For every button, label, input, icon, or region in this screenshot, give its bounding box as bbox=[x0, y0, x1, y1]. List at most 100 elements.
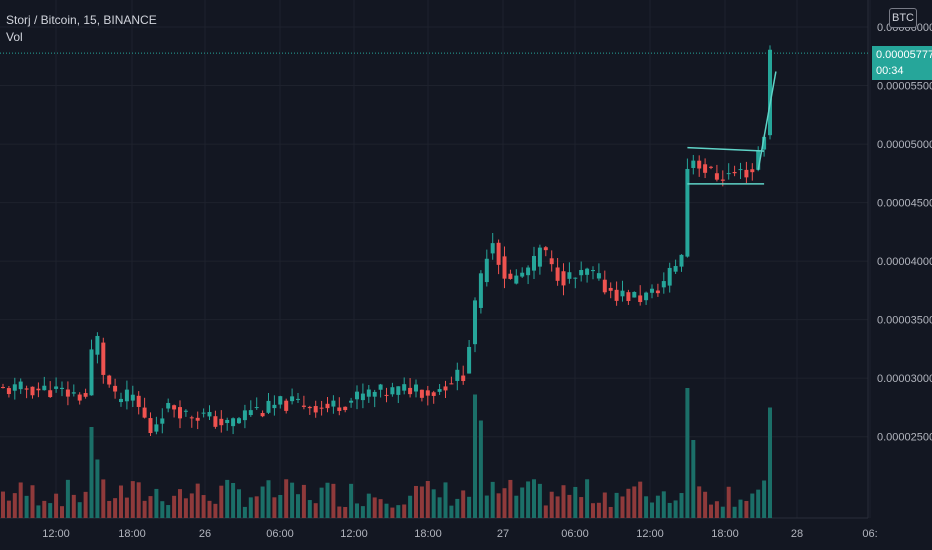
candle-body bbox=[384, 394, 389, 396]
volume-bar bbox=[343, 506, 348, 518]
candle-body bbox=[679, 254, 684, 267]
volume-bar bbox=[484, 495, 489, 518]
candle-body bbox=[756, 150, 761, 170]
volume-bar bbox=[620, 496, 625, 518]
volume-bar bbox=[130, 481, 135, 518]
candle-body bbox=[201, 412, 206, 414]
volume-bar bbox=[467, 496, 472, 518]
candle-body bbox=[189, 417, 194, 419]
volume-bar bbox=[107, 500, 112, 518]
candle-body bbox=[443, 386, 448, 391]
candle-body bbox=[290, 396, 295, 402]
volume-bar bbox=[225, 479, 230, 518]
candle-body bbox=[567, 272, 572, 279]
candle-body bbox=[396, 386, 401, 395]
candle-body bbox=[431, 392, 436, 396]
volume-bar bbox=[673, 500, 678, 518]
candle-body bbox=[113, 385, 118, 392]
candle-body bbox=[455, 369, 460, 381]
x-tick-label: 18:00 bbox=[414, 528, 442, 540]
candle-body bbox=[591, 270, 595, 272]
volume-bar bbox=[260, 486, 265, 518]
volume-bar bbox=[30, 485, 35, 518]
volume-bar bbox=[231, 482, 236, 518]
candle-body bbox=[12, 384, 17, 391]
candle-body bbox=[284, 400, 289, 411]
volume-bar bbox=[113, 498, 118, 518]
candle-body bbox=[266, 400, 271, 413]
volume-bar bbox=[378, 499, 383, 518]
candle-body bbox=[278, 396, 283, 405]
volume-bar bbox=[65, 479, 70, 518]
candle-body bbox=[77, 394, 82, 401]
y-tick-label: 0.00004500 bbox=[877, 198, 932, 210]
x-tick-label: 12:00 bbox=[636, 528, 664, 540]
candle-body bbox=[555, 267, 560, 281]
candle-body bbox=[502, 256, 507, 279]
candle-body bbox=[237, 418, 241, 424]
volume-bar bbox=[455, 498, 460, 518]
symbol-title[interactable]: Storj / Bitcoin, 15, BINANCE bbox=[6, 13, 157, 27]
candle-body bbox=[632, 291, 637, 298]
candle-body bbox=[154, 424, 159, 432]
volume-bar bbox=[508, 479, 513, 518]
candle-body bbox=[343, 406, 348, 411]
candle-body bbox=[638, 295, 643, 303]
volume-bar bbox=[750, 493, 755, 518]
volume-bar bbox=[331, 483, 336, 518]
volume-bar bbox=[655, 495, 660, 518]
volume-bar bbox=[473, 394, 477, 518]
candle-body bbox=[231, 418, 236, 427]
candle-body bbox=[620, 290, 625, 297]
candle-body bbox=[242, 410, 247, 421]
candle-body bbox=[644, 292, 649, 301]
volume-bar bbox=[160, 501, 165, 518]
volume-bar bbox=[18, 482, 23, 518]
candle-body bbox=[561, 271, 566, 286]
candle-body bbox=[107, 375, 112, 385]
candle-body bbox=[60, 387, 64, 390]
volume-bar bbox=[325, 482, 330, 518]
candle-body bbox=[614, 289, 619, 301]
volume-bar bbox=[714, 501, 719, 518]
volume-bar bbox=[278, 494, 283, 518]
volume-bar bbox=[390, 507, 395, 518]
y-tick-label: 0.00003500 bbox=[877, 315, 932, 327]
volume-bar bbox=[608, 506, 613, 518]
volume-bar bbox=[461, 490, 466, 518]
candle-body bbox=[213, 416, 218, 427]
volume-bar bbox=[419, 486, 424, 518]
candle-body bbox=[750, 169, 755, 173]
volume-bar bbox=[579, 497, 584, 518]
volume-bar bbox=[24, 495, 29, 518]
candle-body bbox=[301, 405, 306, 407]
candle-body bbox=[207, 412, 212, 417]
trendline-drawing[interactable] bbox=[757, 71, 777, 170]
candle-body bbox=[537, 247, 542, 267]
volume-bar bbox=[756, 489, 761, 518]
volume-bar bbox=[54, 493, 59, 518]
currency-badge[interactable]: BTC bbox=[889, 8, 917, 28]
volume-bar bbox=[219, 485, 224, 518]
volume-bar bbox=[142, 500, 147, 518]
candle-body bbox=[36, 388, 41, 391]
x-tick-label: 06: bbox=[862, 528, 877, 540]
x-tick-label: 06:00 bbox=[561, 528, 589, 540]
candle-body bbox=[514, 275, 519, 284]
volume-indicator-label[interactable]: Vol bbox=[6, 30, 23, 44]
trendline-drawing[interactable] bbox=[687, 146, 765, 152]
candle-body bbox=[331, 400, 336, 407]
candle-body bbox=[337, 407, 342, 411]
candle-body bbox=[160, 418, 165, 424]
candle-body bbox=[71, 392, 76, 394]
candle-body bbox=[425, 390, 430, 396]
volume-bar bbox=[667, 502, 672, 518]
candle-body bbox=[95, 335, 100, 355]
volume-bar bbox=[366, 493, 371, 518]
candle-body bbox=[219, 418, 224, 426]
candle-body bbox=[691, 160, 696, 168]
volume-bar bbox=[744, 500, 749, 518]
candle-body bbox=[661, 281, 666, 288]
